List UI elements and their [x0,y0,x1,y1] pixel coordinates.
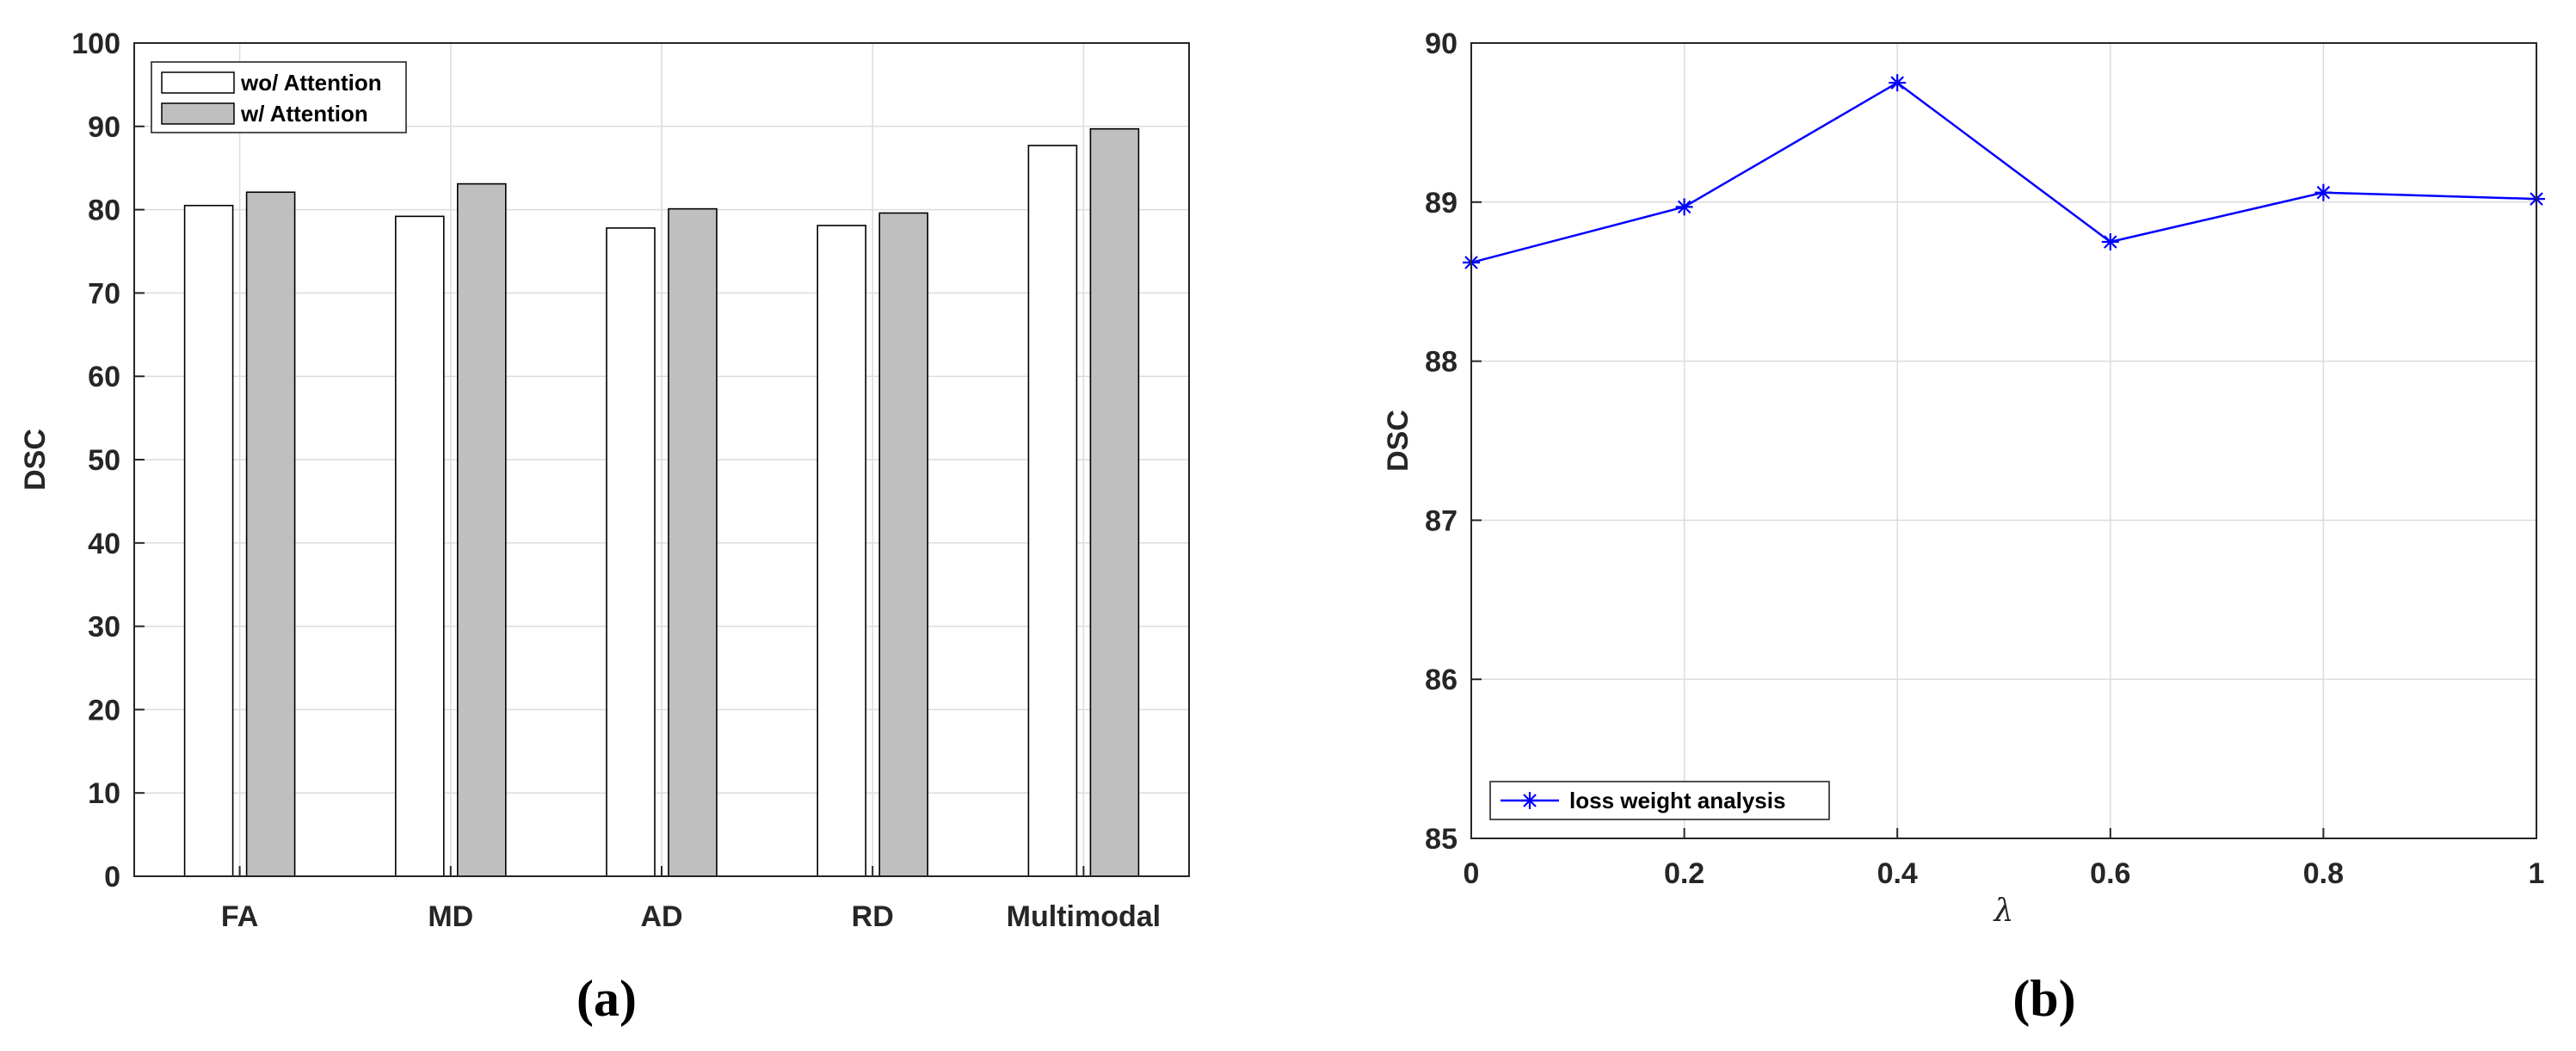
y-tick-label: 30 [88,611,120,644]
axes-frame [1470,42,2537,839]
axes-frame [133,42,1190,877]
y-tick-label: 86 [1425,664,1457,696]
y-tick-label: 88 [1425,346,1457,379]
bar-wo-attention-md [394,215,445,877]
legend-swatch-wo-attention [161,71,235,94]
data-point-marker [2314,183,2333,201]
x-tick-label: AD [640,900,682,933]
y-tick-label: 10 [88,777,120,810]
y-tick-label: 60 [88,361,120,393]
legend-label: loss weight analysis [1569,788,1785,813]
x-tick-label: 0.2 [1664,857,1704,890]
y-axis-label: DSC [19,429,52,491]
data-point-marker [2101,233,2119,250]
y-tick-label: 100 [71,28,120,60]
legend-label-w-attention: w/ Attention [240,101,368,127]
bar-w-attention-ad [668,207,718,877]
bar-wo-attention-ad [606,227,656,877]
bar-wo-attention-rd [817,225,867,877]
y-axis-label: DSC [1382,410,1414,472]
x-tick-label: 1 [2529,857,2545,890]
data-point-marker [1889,74,1907,92]
x-axis-label: λ [1993,893,2014,929]
data-point-marker [1675,198,1693,216]
x-tick-label: Multimodal [1007,900,1161,933]
x-tick-label: 0.4 [1877,857,1918,890]
y-tick-label: 40 [88,528,120,560]
x-tick-label: MD [428,900,473,933]
y-tick-label: 85 [1425,823,1457,856]
bar-w-attention-fa [245,191,296,877]
bar-w-attention-md [456,182,507,877]
series-line-loss-weight-analysis [1470,81,2537,264]
legend-swatch-w-attention [161,102,235,125]
y-tick-label: 0 [104,861,120,893]
x-tick-label: 0.8 [2303,857,2344,890]
y-tick-label: 89 [1425,187,1457,219]
line-chart-panel: 0 0.2 0.4 0.6 0.8 1 85 86 87 88 89 90 DSC λ loss weigh… [1382,28,2545,929]
legend-box [1489,781,1830,820]
bar-chart-panel: 0 10 20 30 40 50 60 70 80 90 100 FA MD AD RD Multimodal… [19,28,1190,933]
y-tick-label: 80 [88,195,120,227]
y-tick-label: 20 [88,694,120,726]
bar-w-attention-rd [878,212,929,877]
x-tick-label: 0.6 [2090,857,2130,890]
legend-marker-swatch [1521,792,1538,809]
bar-w-attention-multimodal [1089,127,1140,877]
y-tick-label: 87 [1425,504,1457,537]
y-tick-label: 90 [88,111,120,144]
y-tick-label: 90 [1425,28,1457,60]
caption-b: (b) [2012,970,2075,1027]
y-tick-label: 50 [88,444,120,477]
y-tick-label: 70 [88,277,120,310]
bar-wo-attention-multimodal [1027,145,1078,877]
x-tick-label: FA [221,900,258,933]
caption-a: (a) [576,970,637,1027]
bar-wo-attention-fa [183,204,234,877]
x-tick-label: 0 [1464,857,1480,890]
x-tick-label: RD [852,900,894,933]
legend-label-wo-attention: wo/ Attention [240,70,382,96]
